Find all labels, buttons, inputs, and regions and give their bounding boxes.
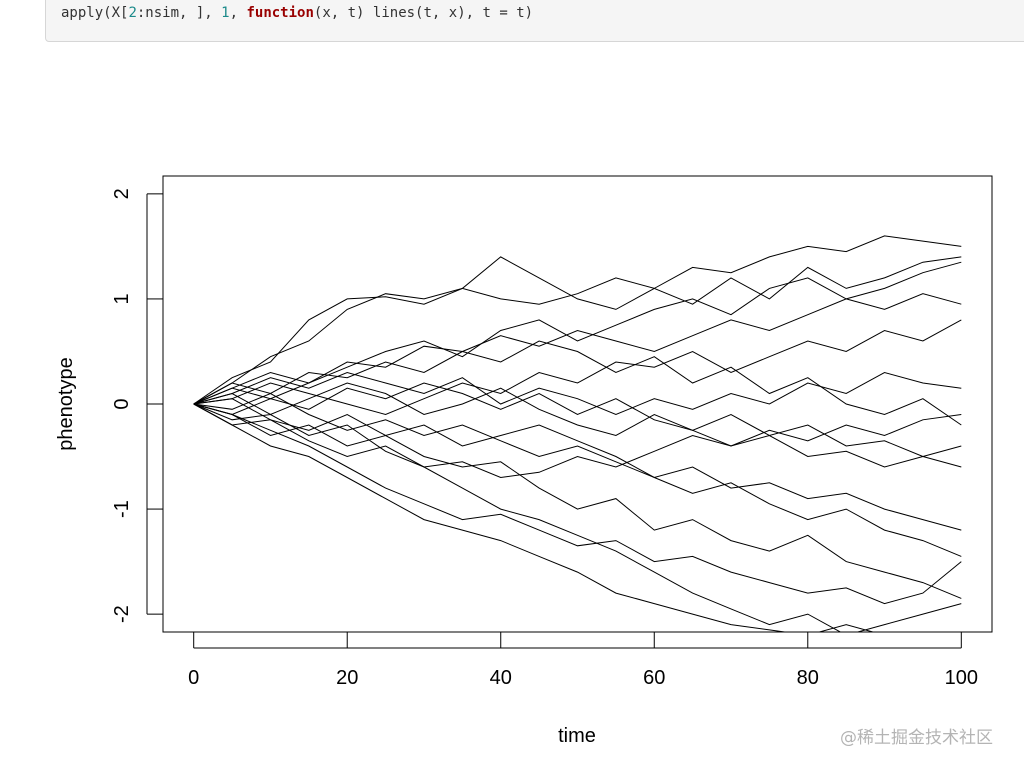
plot-frame <box>162 175 993 633</box>
series-line-12 <box>193 371 962 416</box>
series-line-5 <box>193 403 962 599</box>
code-block: apply(X[2:nsim, ], 1, function(x, t) lin… <box>45 0 1024 42</box>
series-line-13 <box>193 403 962 605</box>
series-line-1 <box>193 235 962 405</box>
series-line-15 <box>193 382 962 468</box>
code-text: apply(X[ <box>61 5 129 21</box>
series-line-14 <box>193 340 962 426</box>
code-text: , <box>229 5 247 21</box>
axes: 0 20 40 60 80 100 -2 -1 0 1 2 <box>111 188 978 689</box>
y-tick-label: 1 <box>111 293 133 304</box>
y-tick-label: -2 <box>111 605 133 623</box>
x-tick-label: 60 <box>643 667 665 689</box>
x-tick-label: 40 <box>490 667 512 689</box>
series-line-11 <box>193 403 962 479</box>
code-text: (x, t) lines(t, x), t = t) <box>313 5 534 21</box>
series-line-7 <box>193 403 962 632</box>
code-number: 1 <box>221 5 230 21</box>
code-number: 2 <box>128 5 137 21</box>
y-tick-label: -1 <box>111 500 133 518</box>
series-line-8 <box>193 319 962 416</box>
series-line-6 <box>193 277 962 405</box>
x-tick-label: 20 <box>336 667 358 689</box>
x-tick-label: 0 <box>188 667 199 689</box>
code-keyword: function <box>246 5 314 21</box>
x-tick-label: 80 <box>797 667 819 689</box>
watermark: @稀土掘金技术社区 <box>840 728 993 748</box>
y-tick-label: 0 <box>111 398 133 409</box>
y-tick-label: 2 <box>111 188 133 199</box>
series-group <box>193 235 962 632</box>
x-axis-label: time <box>558 725 596 747</box>
y-axis-label: phenotype <box>55 357 77 450</box>
series-line-4 <box>193 382 962 468</box>
series-line-16 <box>193 398 962 557</box>
series-line-9 <box>193 392 962 531</box>
code-text: :nsim, ], <box>136 5 222 21</box>
code-line: apply(X[2:nsim, ], 1, function(x, t) lin… <box>61 5 533 21</box>
series-line-10 <box>193 261 962 405</box>
series-line-3 <box>193 256 962 405</box>
x-tick-label: 100 <box>945 667 978 689</box>
